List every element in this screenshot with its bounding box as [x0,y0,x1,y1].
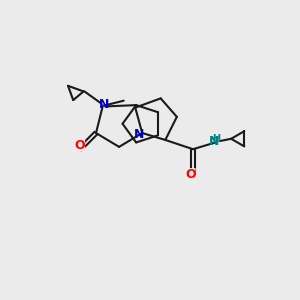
Text: N: N [134,128,145,141]
Text: N: N [209,135,220,148]
Text: O: O [185,168,196,181]
Text: O: O [74,139,85,152]
Text: N: N [99,98,109,111]
Text: H: H [212,134,220,144]
